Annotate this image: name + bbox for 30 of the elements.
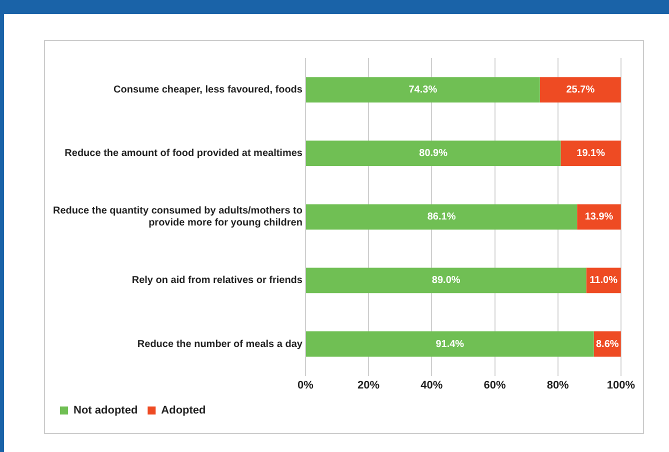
bar (540, 77, 621, 102)
data-label: 91.4% (436, 338, 464, 350)
x-tick-label: 40% (420, 379, 443, 392)
data-label: 13.9% (584, 212, 614, 223)
x-tick-label: 20% (358, 379, 380, 392)
data-label: 80.9% (419, 148, 448, 160)
legend-label: Not adopted (74, 404, 138, 417)
bar (306, 268, 586, 294)
x-tick-label: 80% (546, 379, 570, 392)
data-label: 11.0% (590, 275, 618, 286)
data-label: 19.1% (576, 148, 606, 160)
bar (306, 77, 540, 102)
y-tick-label: Consume cheaper, less favoured, foods (114, 84, 303, 96)
x-tick-label: 0% (298, 379, 314, 392)
y-tick-label: Rely on aid from relatives or friends (132, 275, 303, 286)
data-label: 89.0% (432, 275, 460, 286)
bar (306, 140, 561, 166)
legend-label: Adopted (161, 404, 206, 417)
data-label: 86.1% (427, 212, 456, 223)
data-label: 25.7% (566, 84, 595, 96)
x-tick-label: 60% (484, 379, 506, 392)
bar (560, 140, 621, 166)
x-tick-label: 100% (606, 379, 636, 392)
data-label: 8.6% (596, 338, 619, 350)
bar (306, 331, 594, 357)
bar (306, 204, 578, 230)
y-tick-label: Reduce the quantity consumed by adults/mothers to provide more for young children (52, 206, 302, 229)
data-label: 74.3% (408, 84, 438, 96)
y-tick-label: Reduce the amount of food provided at mealtimes (64, 148, 303, 160)
y-tick-label: Reduce the number of meals a day (137, 338, 303, 350)
